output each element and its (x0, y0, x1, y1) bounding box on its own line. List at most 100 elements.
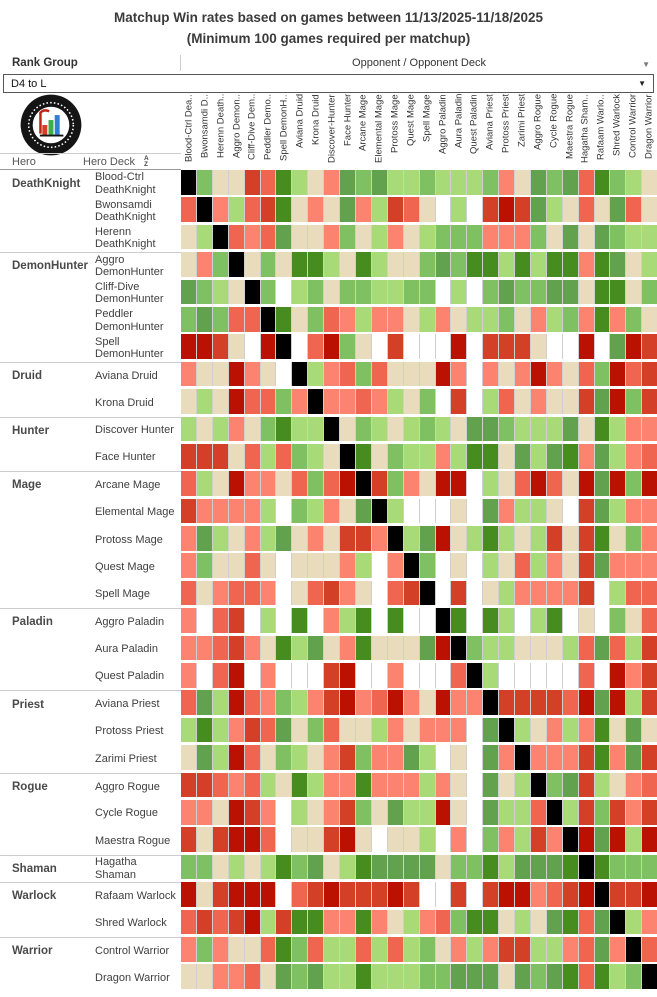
column-header[interactable]: Rafaam Warlo.. (595, 94, 607, 160)
heatmap-cell[interactable] (324, 389, 340, 414)
heatmap-cell[interactable] (530, 361, 546, 387)
deck-name[interactable]: Hagatha Shaman (95, 856, 137, 881)
heatmap-cell[interactable] (642, 498, 657, 524)
heatmap-cell[interactable] (403, 553, 419, 579)
heatmap-cell[interactable] (642, 608, 657, 633)
heatmap-cell[interactable] (515, 526, 530, 551)
heatmap-cell[interactable] (324, 443, 340, 469)
heatmap-cell[interactable] (562, 279, 578, 305)
heatmap-cell[interactable] (578, 663, 594, 688)
heatmap-cell[interactable] (212, 361, 228, 387)
heatmap-cell[interactable] (212, 854, 228, 880)
heatmap-cell[interactable] (578, 827, 594, 852)
heatmap-cell[interactable] (483, 772, 499, 798)
heatmap-cell[interactable] (626, 936, 642, 962)
heatmap-cell[interactable] (594, 252, 610, 277)
heatmap-cell[interactable] (340, 389, 355, 414)
heatmap-cell[interactable] (196, 389, 212, 414)
heatmap-cell[interactable] (530, 799, 546, 825)
heatmap-cell[interactable] (371, 389, 387, 414)
heatmap-cell[interactable] (483, 799, 499, 825)
heatmap-cell[interactable] (340, 909, 355, 935)
heatmap-cell[interactable] (260, 799, 276, 825)
hero-name[interactable]: Druid (12, 369, 43, 382)
heatmap-cell[interactable] (324, 498, 340, 524)
heatmap-cell[interactable] (562, 224, 578, 250)
heatmap-cell[interactable] (228, 964, 244, 989)
heatmap-cell[interactable] (499, 717, 515, 743)
heatmap-cell[interactable] (467, 526, 483, 551)
heatmap-cell[interactable] (435, 306, 451, 332)
heatmap-cell[interactable] (419, 690, 435, 716)
heatmap-cell[interactable] (308, 717, 324, 743)
heatmap-cell[interactable] (196, 663, 212, 688)
heatmap-cell[interactable] (196, 580, 212, 606)
heatmap-cell[interactable] (530, 854, 546, 880)
heatmap-cell[interactable] (467, 471, 483, 496)
heatmap-cell[interactable] (435, 690, 451, 716)
heatmap-cell[interactable] (419, 553, 435, 579)
heatmap-cell[interactable] (626, 471, 642, 496)
heatmap-cell[interactable] (308, 389, 324, 414)
heatmap-cell[interactable] (499, 443, 515, 469)
heatmap-cell[interactable] (403, 717, 419, 743)
heatmap-cell[interactable] (196, 306, 212, 332)
heatmap-cell[interactable] (292, 416, 308, 442)
heatmap-cell[interactable] (626, 526, 642, 551)
heatmap-cell[interactable] (387, 416, 403, 442)
heatmap-cell[interactable] (642, 772, 657, 798)
heatmap-cell[interactable] (308, 416, 324, 442)
heatmap-cell[interactable] (642, 580, 657, 606)
heatmap-cell[interactable] (546, 827, 562, 852)
heatmap-cell[interactable] (451, 635, 467, 661)
heatmap-cell[interactable] (324, 690, 340, 716)
column-header[interactable]: Control Warrior (627, 94, 639, 159)
heatmap-cell[interactable] (276, 690, 292, 716)
heatmap-cell[interactable] (244, 553, 260, 579)
heatmap-cell[interactable] (467, 772, 483, 798)
column-header[interactable]: Krona Druid (310, 94, 322, 145)
heatmap-cell[interactable] (483, 389, 499, 414)
heatmap-cell[interactable] (610, 389, 626, 414)
deck-name[interactable]: Discover Hunter (95, 424, 174, 437)
heatmap-cell[interactable] (594, 389, 610, 414)
heatmap-cell[interactable] (260, 306, 276, 332)
heatmap-cell[interactable] (228, 334, 244, 359)
deck-name[interactable]: Bwonsamdi DeathKnight (95, 198, 156, 224)
heatmap-cell[interactable] (530, 909, 546, 935)
heatmap-cell[interactable] (562, 416, 578, 442)
heatmap-cell[interactable] (228, 854, 244, 880)
deck-name[interactable]: Peddler DemonHunter (95, 308, 164, 333)
heatmap-cell[interactable] (515, 252, 530, 277)
heatmap-cell[interactable] (594, 553, 610, 579)
heatmap-cell[interactable] (499, 416, 515, 442)
heatmap-cell[interactable] (562, 306, 578, 332)
heatmap-cell[interactable] (228, 306, 244, 332)
heatmap-cell[interactable] (340, 854, 355, 880)
column-header[interactable]: Quest Mage (405, 94, 417, 146)
heatmap-cell[interactable] (515, 909, 530, 935)
heatmap-cell[interactable] (467, 690, 483, 716)
heatmap-cell[interactable] (276, 443, 292, 469)
heatmap-cell[interactable] (483, 197, 499, 222)
deck-name[interactable]: Face Hunter (95, 451, 156, 464)
heatmap-cell[interactable] (562, 197, 578, 222)
deck-name[interactable]: Herenn DeathKnight (95, 225, 156, 251)
heatmap-cell[interactable] (435, 252, 451, 277)
heatmap-cell[interactable] (181, 580, 196, 606)
heatmap-cell[interactable] (228, 498, 244, 524)
column-header[interactable]: Aggro Demon.. (231, 94, 242, 158)
heatmap-cell[interactable] (244, 936, 260, 962)
column-header[interactable]: Shred Warlock (611, 94, 623, 156)
heatmap-cell[interactable] (324, 854, 340, 880)
heatmap-cell[interactable] (594, 224, 610, 250)
heatmap-cell[interactable] (292, 224, 308, 250)
column-header[interactable]: Discover-Hunter (326, 94, 338, 163)
heatmap-cell[interactable] (196, 416, 212, 442)
heatmap-cell[interactable] (260, 361, 276, 387)
heatmap-cell[interactable] (578, 526, 594, 551)
hero-column-label[interactable]: Hero (12, 155, 36, 168)
heatmap-cell[interactable] (371, 663, 387, 688)
heatmap-cell[interactable] (419, 224, 435, 250)
heatmap-cell[interactable] (212, 279, 228, 305)
